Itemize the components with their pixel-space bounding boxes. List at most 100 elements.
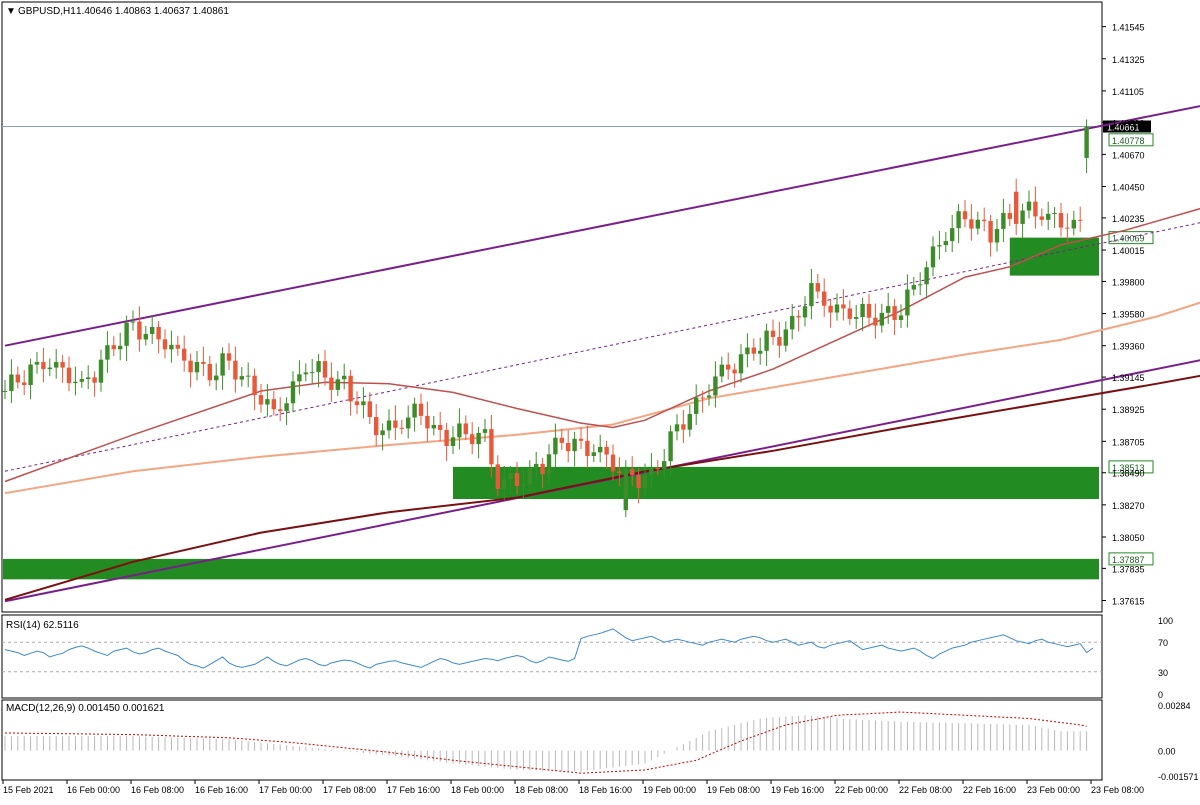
candle — [92, 371, 97, 397]
candle-body — [162, 339, 168, 350]
candle — [956, 204, 961, 244]
candle — [124, 315, 129, 361]
candle-body — [502, 479, 507, 489]
macd-tick-label: 0.00284 — [1158, 701, 1191, 711]
zone-price-tag-label: 1.38513 — [1112, 463, 1145, 473]
rsi-tick-label: 70 — [1158, 638, 1168, 648]
candle — [156, 321, 161, 354]
macd-tick-label: -0.001571 — [1158, 772, 1199, 782]
candle-body — [1014, 191, 1019, 224]
candle — [470, 422, 475, 455]
candle-body — [1020, 210, 1025, 224]
candle-body — [572, 438, 577, 452]
candle — [1071, 210, 1076, 236]
candle — [348, 369, 353, 416]
candle-body — [636, 474, 641, 489]
candle — [169, 330, 174, 363]
candle — [758, 337, 763, 365]
zone-price-tag-label: 1.40069 — [1112, 234, 1145, 244]
collapse-arrow-icon[interactable]: ▼ — [6, 6, 16, 17]
price-tick-label: 1.41105 — [1112, 87, 1144, 97]
candle-body — [354, 401, 360, 406]
candle-body — [758, 350, 763, 354]
candle-body — [642, 474, 648, 489]
candle-body — [1084, 126, 1089, 158]
candle — [854, 304, 859, 329]
candle-body — [226, 353, 232, 361]
candle-body — [546, 454, 552, 475]
candle — [898, 304, 904, 328]
candle — [700, 390, 705, 413]
candle — [674, 414, 680, 441]
candle-body — [194, 361, 200, 373]
candle-body — [310, 372, 315, 374]
time-tick-label: 16 Feb 00:00 — [67, 785, 120, 795]
candle-body — [316, 361, 321, 373]
candle — [950, 214, 955, 253]
price-zones: 1.40069 1.38513 1.37887 1.40778 — [3, 133, 1154, 580]
candle — [783, 321, 788, 352]
candle-body — [578, 438, 584, 441]
current-price-label: 1.40861 — [1107, 123, 1140, 133]
candle — [418, 393, 424, 425]
time-tick-label: 16 Feb 08:00 — [131, 785, 184, 795]
candle — [41, 347, 46, 383]
candle — [130, 310, 136, 331]
support-zone — [453, 466, 1099, 500]
macd-tick-label: 0.00 — [1158, 747, 1176, 757]
candle — [79, 370, 84, 388]
candle — [258, 383, 264, 413]
candle — [866, 293, 872, 327]
candle-body — [214, 375, 219, 381]
rsi-panel: 100 70 30 0 — [2, 616, 1173, 700]
support-zone — [3, 558, 1099, 580]
candle — [15, 366, 20, 389]
time-tick-label: 16 Feb 16:00 — [195, 785, 248, 795]
candle — [233, 346, 238, 393]
candle-body — [367, 401, 372, 418]
candle-body — [34, 361, 40, 365]
candle — [540, 457, 545, 489]
candle — [1033, 186, 1038, 229]
candle — [374, 403, 379, 447]
candle-body — [450, 437, 456, 446]
candle — [655, 460, 660, 476]
candle — [591, 444, 596, 462]
candle — [316, 354, 321, 388]
candle-body — [233, 360, 238, 380]
candle — [1014, 178, 1019, 236]
time-tick-label: 18 Feb 16:00 — [579, 785, 632, 795]
candle — [1058, 202, 1064, 237]
candle — [578, 427, 584, 449]
candle-body — [130, 321, 136, 323]
candle — [559, 428, 564, 450]
moving-average-mid — [4, 301, 1200, 495]
candle — [444, 422, 449, 462]
candle — [194, 350, 200, 381]
candle — [534, 451, 539, 479]
price-tick-label: 1.40890 — [1112, 118, 1145, 128]
candle — [585, 425, 590, 469]
candle — [815, 274, 820, 299]
time-axis: 15 Feb 2021 16 Feb 00:00 16 Feb 08:00 16 Fe… — [2, 780, 1144, 795]
candle-body — [1071, 219, 1076, 229]
candle-body — [950, 228, 955, 242]
candle — [566, 429, 571, 463]
price-tick-label: 1.40015 — [1112, 246, 1145, 256]
candle — [457, 408, 462, 450]
candle-body — [623, 469, 628, 511]
candle-body — [982, 219, 987, 222]
price-tick-label: 1.39360 — [1112, 342, 1145, 352]
candle-body — [918, 284, 923, 286]
candle — [873, 303, 878, 339]
candle-body — [790, 316, 795, 330]
candle-body — [303, 372, 308, 375]
candle-body — [713, 376, 718, 396]
candle — [546, 444, 552, 484]
candle-body — [1033, 201, 1038, 217]
candle — [572, 431, 577, 467]
candle-body — [188, 360, 193, 373]
candle-body — [1058, 212, 1064, 228]
candle — [796, 310, 801, 332]
